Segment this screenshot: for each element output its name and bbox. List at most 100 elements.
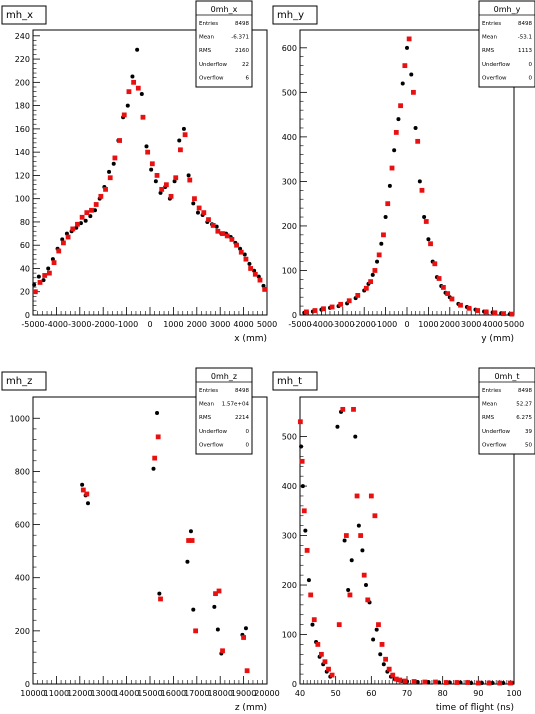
x-tick-label: 18000 <box>207 689 232 698</box>
stats-label: Entries <box>482 388 501 394</box>
data-point-red <box>252 271 258 277</box>
chart-title-box: mh_t <box>272 371 318 391</box>
data-point-red <box>346 298 352 304</box>
data-point-red <box>315 642 321 647</box>
data-point-black <box>447 680 452 685</box>
data-point-red <box>189 538 195 543</box>
data-point-red <box>319 651 324 657</box>
stats-label: Overflow <box>482 442 507 448</box>
stats-value: 2214 <box>235 415 249 421</box>
data-point-red <box>56 248 62 254</box>
data-point-red <box>89 207 94 213</box>
stats-label: Mean <box>482 402 497 408</box>
chart-title-box: mh_y <box>272 5 318 25</box>
stats-label: Mean <box>199 35 214 41</box>
chart-title: mh_x <box>6 10 33 21</box>
data-point-black <box>32 282 37 287</box>
data-point-black <box>135 47 140 52</box>
data-point-black <box>107 169 112 174</box>
data-point-red <box>182 132 188 138</box>
data-point-red <box>152 455 158 461</box>
x-tick-label: -5000 <box>288 320 311 329</box>
data-point-red <box>213 591 218 597</box>
data-point-red <box>340 406 346 412</box>
data-point-black <box>353 434 358 439</box>
data-point-black <box>195 210 200 215</box>
y-tick-label: 300 <box>282 177 297 186</box>
x-tick-label: 2000 <box>440 320 460 329</box>
data-point-red <box>475 680 481 686</box>
y-tick-label: 200 <box>282 222 297 231</box>
x-tick-label: 13000 <box>90 689 115 698</box>
data-point-red <box>173 175 179 181</box>
data-point-black <box>417 179 422 184</box>
data-point-black <box>342 538 347 543</box>
stats-value: 8498 <box>518 21 532 27</box>
data-point-red <box>220 648 225 654</box>
stats-label: Underflow <box>482 62 510 68</box>
data-point-black <box>356 523 361 528</box>
x-tick-label: 2000 <box>187 320 207 329</box>
data-point-red <box>70 226 76 232</box>
data-point-red <box>210 223 216 228</box>
stats-value: 1.57e+04 <box>222 402 250 408</box>
x-tick-label: 14000 <box>114 689 139 698</box>
data-point-red <box>389 165 395 171</box>
data-point-black <box>346 587 351 592</box>
data-point-black <box>151 466 156 471</box>
data-point-red <box>354 493 360 499</box>
data-point-red <box>411 89 416 95</box>
stats-value: -6.371 <box>231 35 249 41</box>
stats-value: 0 <box>529 62 533 68</box>
data-point-red <box>257 277 263 283</box>
data-point-red <box>398 103 403 109</box>
data-point-red <box>107 175 113 181</box>
x-tick-label: 20000 <box>254 689 279 698</box>
data-point-black <box>88 214 93 219</box>
stats-box: 0mh_x Entries 8498 Mean -6.371 RMS 2160 Underfl… <box>195 0 253 88</box>
chart-mh_z: mh_z 0mh_z Entries 8498 Mean 1.57e+04 RMS 2214 U… <box>1 367 280 713</box>
data-point-red <box>241 635 246 640</box>
data-point-red <box>75 221 80 227</box>
data-point-red <box>393 130 399 135</box>
data-point-black <box>300 484 305 489</box>
y-tick-label: 400 <box>15 574 30 583</box>
y-tick-label: 160 <box>15 125 30 134</box>
data-point-red <box>465 680 471 685</box>
data-point-red <box>351 406 356 412</box>
data-point-red <box>483 309 489 315</box>
y-tick-label: 100 <box>282 631 297 640</box>
data-point-red <box>140 114 146 120</box>
x-tick-label: -4000 <box>45 320 68 329</box>
x-tick-label: -1000 <box>115 320 138 329</box>
data-point-red <box>196 205 202 211</box>
data-point-red <box>234 242 239 248</box>
data-point-red <box>428 241 433 247</box>
data-point-red <box>229 236 235 242</box>
data-point-black <box>80 482 85 487</box>
stats-title: 0mh_y <box>494 5 521 14</box>
data-point-black <box>46 266 51 271</box>
data-point-red <box>311 617 317 623</box>
data-point-red <box>508 680 513 686</box>
data-point-red <box>322 659 328 665</box>
stats-label: Underflow <box>199 62 227 68</box>
stats-value: 6 <box>246 75 250 81</box>
data-point-black <box>50 257 55 262</box>
data-point-red <box>486 680 492 686</box>
data-point-red <box>135 85 141 91</box>
data-point-red <box>343 533 349 538</box>
data-point-red <box>379 642 385 647</box>
data-point-red <box>187 177 193 183</box>
data-point-red <box>79 214 85 220</box>
data-point-red <box>383 656 388 662</box>
data-point-black <box>437 680 442 685</box>
stats-box: 0mh_t Entries 8498 Mean 52.27 RMS 6.275 Underfl… <box>478 367 535 455</box>
data-point-red <box>390 672 396 678</box>
stats-value: 2160 <box>235 48 249 54</box>
y-tick-label: 0 <box>25 680 30 689</box>
data-point-black <box>158 190 163 195</box>
data-point-black <box>191 607 196 612</box>
data-point-red <box>121 112 127 118</box>
data-point-red <box>117 138 122 143</box>
